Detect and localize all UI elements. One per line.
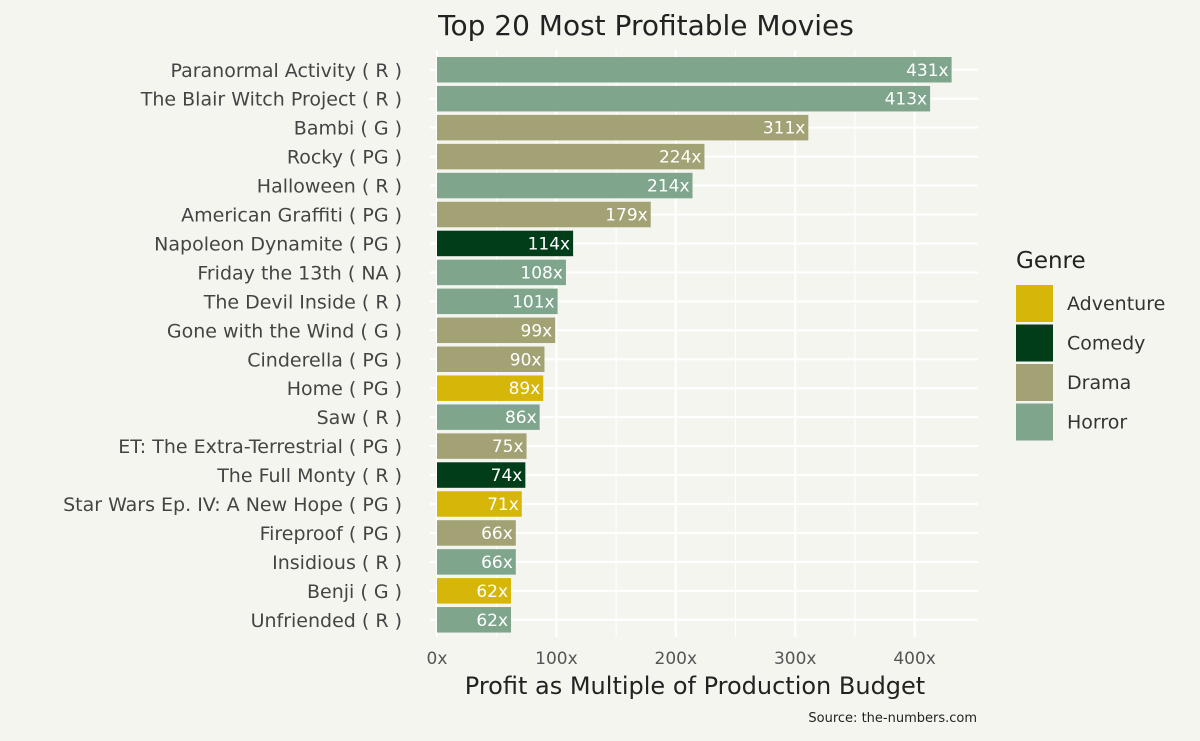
legend-label: Horror [1067, 412, 1127, 434]
bar-value-label: 62x [476, 611, 508, 631]
bar [437, 578, 512, 604]
bar [437, 143, 705, 170]
bar [437, 404, 540, 430]
category-label: Napoleon Dynamite ( PG ) [154, 233, 402, 255]
category-label: American Graffiti ( PG ) [181, 205, 402, 227]
legend-label: Adventure [1067, 293, 1165, 315]
bar [437, 462, 526, 488]
bar-value-label: 62x [476, 582, 508, 602]
category-label: Paranormal Activity ( R ) [170, 60, 402, 82]
x-axis-title: Profit as Multiple of Production Budget [465, 672, 925, 700]
bar [437, 317, 556, 344]
bar [437, 491, 522, 517]
x-tick-labels: 0x 100x 200x 300x 400x [427, 649, 936, 669]
category-label: Home ( PG ) [287, 378, 402, 400]
bar-value-label: 214x [647, 177, 690, 197]
bar-value-label: 90x [510, 350, 542, 370]
bar [437, 57, 952, 83]
category-label: Fireproof ( PG ) [260, 523, 402, 545]
category-label: ET: The Extra-Terrestrial ( PG ) [118, 436, 402, 458]
bar-value-label: 179x [605, 206, 648, 226]
legend-swatch [1016, 324, 1053, 362]
category-label: The Blair Witch Project ( R ) [140, 89, 402, 111]
x-tick-label: 0x [427, 649, 448, 669]
bar [437, 520, 516, 546]
bar [437, 375, 544, 401]
bar-value-label: 89x [509, 379, 541, 399]
chart-title: Top 20 Most Profitable Movies [437, 9, 854, 42]
bar [437, 607, 512, 633]
bar [437, 172, 693, 199]
category-label: Rocky ( PG ) [287, 147, 402, 169]
bars: 431x 413x 311x 224x 214x 179x 114x 108x 101x 99x 9… [437, 57, 952, 633]
bar-value-label: 311x [763, 119, 806, 139]
category-label: Insidious ( R ) [272, 552, 402, 574]
bar [437, 230, 574, 257]
legend-label: Drama [1067, 372, 1131, 394]
category-label: Bambi ( G ) [294, 118, 402, 140]
bar [437, 549, 516, 575]
bar [437, 201, 651, 228]
bar-value-label: 114x [528, 234, 571, 254]
category-label: Friday the 13th ( NA ) [197, 262, 402, 284]
bar-value-label: 413x [885, 90, 928, 110]
bar-value-label: 66x [481, 553, 513, 573]
bar-value-label: 99x [521, 321, 553, 341]
category-label: Benji ( G ) [307, 581, 402, 603]
bar-value-label: 66x [481, 524, 513, 544]
bar [437, 114, 809, 141]
bar [437, 433, 527, 459]
bar-value-label: 74x [491, 466, 523, 486]
category-label: Star Wars Ep. IV: A New Hope ( PG ) [63, 494, 402, 516]
source-caption: Source: the-numbers.com [808, 711, 977, 726]
legend-swatch [1016, 403, 1053, 441]
bar-value-label: 108x [520, 263, 563, 283]
category-label: The Devil Inside ( R ) [203, 291, 402, 313]
legend-swatch [1016, 364, 1053, 401]
category-label: Halloween ( R ) [257, 176, 402, 198]
bar-value-label: 86x [505, 408, 537, 428]
bar [437, 346, 545, 372]
bar-value-label: 224x [659, 148, 702, 168]
bar-value-label: 431x [906, 61, 949, 81]
category-label: The Full Monty ( R ) [216, 465, 402, 487]
category-labels: Paranormal Activity ( R ) The Blair Witch… [63, 60, 402, 632]
category-label: Saw ( R ) [317, 407, 402, 429]
x-tick-label: 300x [774, 649, 817, 669]
bar [437, 288, 558, 315]
bar [437, 85, 931, 112]
x-tick-label: 400x [893, 649, 936, 669]
category-label: Gone with the Wind ( G ) [167, 320, 402, 342]
category-label: Unfriended ( R ) [251, 610, 402, 632]
bar-value-label: 101x [512, 292, 555, 312]
bar [437, 259, 566, 286]
legend: Genre Adventure Comedy Drama Horror [1016, 248, 1165, 441]
bar-value-label: 71x [487, 495, 519, 515]
bar-value-label: 75x [492, 437, 524, 457]
legend-title: Genre [1016, 248, 1086, 274]
x-tick-label: 200x [655, 649, 698, 669]
x-tick-label: 100x [535, 649, 578, 669]
category-label: Cinderella ( PG ) [247, 349, 402, 371]
legend-swatch [1016, 285, 1053, 322]
legend-label: Comedy [1067, 333, 1145, 355]
